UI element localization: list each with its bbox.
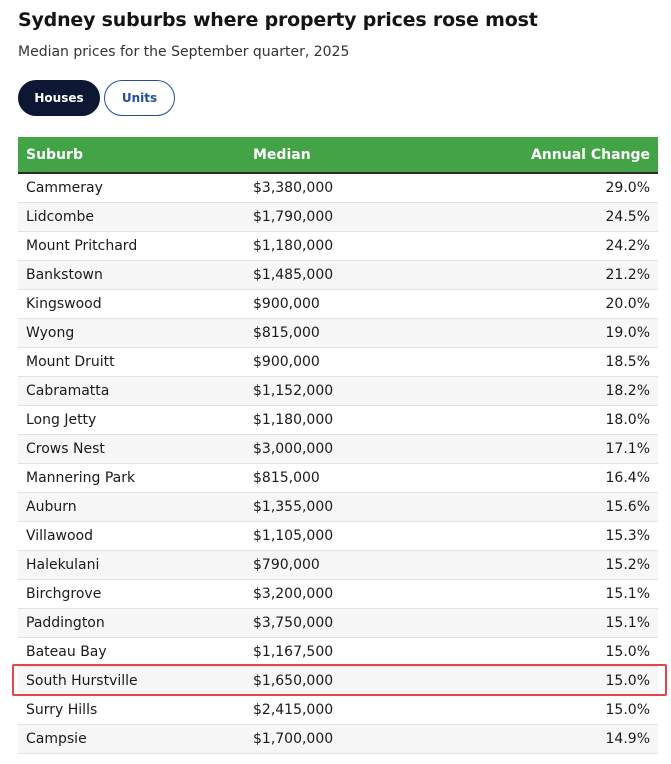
table-row: Long Jetty $1,180,000 18.0% — [18, 405, 658, 435]
cell-suburb: Lidcombe — [18, 202, 245, 232]
table-row: Paddington $3,750,000 15.1% — [18, 608, 658, 638]
table-row: Villawood $1,105,000 15.3% — [18, 521, 658, 551]
cell-suburb: Bankstown — [18, 260, 245, 290]
table-row: Auburn $1,355,000 15.6% — [18, 492, 658, 522]
tab-units[interactable]: Units — [104, 80, 175, 116]
cell-median: $1,485,000 — [245, 260, 445, 290]
table-row: Crows Nest $3,000,000 17.1% — [18, 434, 658, 464]
cell-median: $815,000 — [245, 463, 445, 493]
cell-median: $2,415,000 — [245, 695, 445, 725]
cell-median: $1,152,000 — [245, 376, 445, 406]
cell-annual-change: 15.0% — [445, 695, 658, 725]
cell-suburb: Cammeray — [18, 173, 245, 203]
table-row: Mannering Park $815,000 16.4% — [18, 463, 658, 493]
cell-annual-change: 21.2% — [445, 260, 658, 290]
table-row: Mount Pritchard $1,180,000 24.2% — [18, 231, 658, 261]
table-row: Birchgrove $3,200,000 15.1% — [18, 579, 658, 609]
cell-suburb: Surry Hills — [18, 695, 245, 725]
cell-annual-change: 16.4% — [445, 463, 658, 493]
cell-suburb: Paddington — [18, 608, 245, 638]
cell-suburb: Kingswood — [18, 289, 245, 319]
cell-annual-change: 29.0% — [445, 173, 658, 203]
cell-annual-change: 15.6% — [445, 492, 658, 522]
cell-annual-change: 18.5% — [445, 347, 658, 377]
cell-annual-change: 15.3% — [445, 521, 658, 551]
cell-median: $900,000 — [245, 289, 445, 319]
cell-median: $1,105,000 — [245, 521, 445, 551]
cell-median: $790,000 — [245, 550, 445, 580]
cell-annual-change: 17.1% — [445, 434, 658, 464]
cell-suburb: Long Jetty — [18, 405, 245, 435]
suburb-price-table: Suburb Median Annual Change Cammeray $3,3… — [18, 137, 658, 754]
table-header-row: Suburb Median Annual Change — [18, 137, 658, 174]
cell-suburb: Villawood — [18, 521, 245, 551]
table-row: Bateau Bay $1,167,500 15.0% — [18, 637, 658, 667]
table-row: Mount Druitt $900,000 18.5% — [18, 347, 658, 377]
cell-annual-change: 15.1% — [445, 579, 658, 609]
table-row: South Hurstville $1,650,000 15.0% — [18, 666, 658, 696]
cell-suburb: Mount Druitt — [18, 347, 245, 377]
page-title: Sydney suburbs where property prices ros… — [18, 9, 538, 31]
cell-annual-change: 15.0% — [445, 666, 658, 696]
cell-suburb: Crows Nest — [18, 434, 245, 464]
cell-median: $3,750,000 — [245, 608, 445, 638]
table-row: Halekulani $790,000 15.2% — [18, 550, 658, 580]
cell-suburb: Bateau Bay — [18, 637, 245, 667]
cell-annual-change: 15.2% — [445, 550, 658, 580]
cell-suburb: Auburn — [18, 492, 245, 522]
table-row: Cabramatta $1,152,000 18.2% — [18, 376, 658, 406]
cell-suburb: Campsie — [18, 724, 245, 754]
cell-suburb: Birchgrove — [18, 579, 245, 609]
cell-annual-change: 24.5% — [445, 202, 658, 232]
cell-suburb: South Hurstville — [18, 666, 245, 696]
cell-suburb: Cabramatta — [18, 376, 245, 406]
cell-median: $1,790,000 — [245, 202, 445, 232]
cell-median: $1,700,000 — [245, 724, 445, 754]
cell-annual-change: 18.2% — [445, 376, 658, 406]
cell-annual-change: 15.1% — [445, 608, 658, 638]
column-header-annual-change[interactable]: Annual Change — [445, 137, 658, 174]
cell-median: $900,000 — [245, 347, 445, 377]
suburb-table-container: Suburb Median Annual Change Cammeray $3,3… — [18, 137, 658, 754]
cell-annual-change: 19.0% — [445, 318, 658, 348]
cell-median: $815,000 — [245, 318, 445, 348]
page-subtitle: Median prices for the September quarter,… — [18, 44, 350, 60]
cell-median: $1,180,000 — [245, 405, 445, 435]
cell-annual-change: 18.0% — [445, 405, 658, 435]
column-header-suburb[interactable]: Suburb — [18, 137, 245, 174]
cell-suburb: Wyong — [18, 318, 245, 348]
tab-houses[interactable]: Houses — [18, 80, 100, 116]
cell-annual-change: 24.2% — [445, 231, 658, 261]
table-row: Campsie $1,700,000 14.9% — [18, 724, 658, 754]
cell-median: $1,355,000 — [245, 492, 445, 522]
cell-annual-change: 15.0% — [445, 637, 658, 667]
cell-median: $3,380,000 — [245, 173, 445, 203]
cell-suburb: Mount Pritchard — [18, 231, 245, 261]
cell-median: $3,000,000 — [245, 434, 445, 464]
cell-suburb: Mannering Park — [18, 463, 245, 493]
table-row: Surry Hills $2,415,000 15.0% — [18, 695, 658, 725]
table-row: Wyong $815,000 19.0% — [18, 318, 658, 348]
cell-median: $3,200,000 — [245, 579, 445, 609]
cell-suburb: Halekulani — [18, 550, 245, 580]
table-body: Cammeray $3,380,000 29.0% Lidcombe $1,790,00… — [18, 173, 658, 754]
column-header-median[interactable]: Median — [245, 137, 445, 174]
property-type-tabs: Houses Units — [18, 80, 175, 116]
table-row: Kingswood $900,000 20.0% — [18, 289, 658, 319]
cell-median: $1,167,500 — [245, 637, 445, 667]
table-row: Cammeray $3,380,000 29.0% — [18, 173, 658, 203]
cell-median: $1,180,000 — [245, 231, 445, 261]
cell-annual-change: 14.9% — [445, 724, 658, 754]
cell-median: $1,650,000 — [245, 666, 445, 696]
cell-annual-change: 20.0% — [445, 289, 658, 319]
table-row: Bankstown $1,485,000 21.2% — [18, 260, 658, 290]
table-row: Lidcombe $1,790,000 24.5% — [18, 202, 658, 232]
